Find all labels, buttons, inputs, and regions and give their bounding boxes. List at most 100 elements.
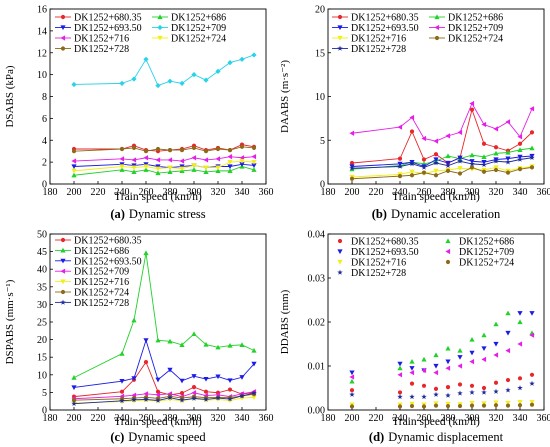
series-DK1252+693.50 bbox=[349, 311, 535, 376]
data-point bbox=[203, 341, 209, 347]
data-point bbox=[445, 365, 451, 371]
caption-label: (d) bbox=[369, 430, 384, 444]
data-point bbox=[179, 397, 185, 403]
data-point bbox=[191, 385, 197, 390]
data-point bbox=[469, 359, 475, 365]
legend-label: DK1252+693.50 bbox=[351, 23, 419, 34]
legend-label: DK1252+693.50 bbox=[74, 256, 142, 267]
data-point bbox=[505, 348, 511, 354]
x-tick-label: 180 bbox=[43, 413, 58, 424]
data-point bbox=[155, 82, 161, 89]
legend-marker bbox=[337, 35, 343, 41]
data-point bbox=[167, 394, 173, 400]
y-tick-label: 0.04 bbox=[308, 230, 326, 241]
legend-marker bbox=[60, 289, 66, 295]
data-point bbox=[529, 372, 535, 377]
data-point bbox=[167, 169, 173, 175]
y-axis-label: DDABS (mm) bbox=[279, 289, 291, 354]
data-point bbox=[239, 342, 245, 347]
data-point bbox=[167, 78, 173, 84]
data-point bbox=[397, 393, 403, 400]
data-point bbox=[71, 398, 77, 403]
data-point bbox=[191, 163, 197, 169]
series-DK1252+680.35 bbox=[71, 142, 257, 154]
data-point bbox=[433, 370, 439, 376]
legend-label: DK1252+709 bbox=[448, 23, 503, 34]
data-point bbox=[239, 375, 245, 380]
data-point bbox=[71, 164, 77, 170]
data-point bbox=[397, 163, 403, 169]
x-tick-label: 180 bbox=[321, 187, 336, 198]
data-point bbox=[469, 389, 475, 395]
panel-caption: (d) Dynamic displacement bbox=[369, 430, 504, 444]
data-point bbox=[203, 389, 209, 394]
y-axis-label: DSABS (kPa) bbox=[4, 65, 16, 127]
legend-entry: DK1252+693.50 bbox=[55, 256, 142, 267]
y-axis-label: DAABS (m·s⁻²) bbox=[279, 60, 291, 133]
x-tick-label: 340 bbox=[235, 187, 250, 198]
legend-label: DK1252+686 bbox=[74, 246, 129, 257]
data-point bbox=[505, 149, 511, 155]
legend-label: DK1252+716 bbox=[351, 34, 406, 45]
data-point bbox=[505, 378, 511, 383]
data-point bbox=[349, 391, 355, 397]
data-point bbox=[493, 167, 499, 173]
data-point bbox=[457, 382, 463, 387]
data-point bbox=[203, 169, 209, 175]
legend-entry: DK1252+680.35 bbox=[337, 237, 419, 248]
y-tick-label: 2 bbox=[42, 158, 47, 169]
data-point bbox=[191, 395, 197, 401]
y-tick-label: 20 bbox=[37, 335, 47, 346]
data-point bbox=[517, 376, 523, 381]
legend-marker bbox=[337, 269, 343, 275]
data-point bbox=[397, 156, 403, 161]
legend-label: DK1252+686 bbox=[171, 13, 226, 24]
data-point bbox=[409, 161, 415, 167]
caption-label: (a) bbox=[110, 207, 125, 221]
y-tick-label: 10 bbox=[315, 92, 325, 103]
data-point bbox=[457, 403, 463, 409]
y-tick-label: 30 bbox=[37, 300, 47, 311]
legend-entry: DK1252+709 bbox=[55, 267, 129, 278]
data-point bbox=[349, 370, 355, 376]
y-tick-label: 4 bbox=[42, 136, 47, 147]
data-point bbox=[167, 367, 173, 373]
data-point bbox=[227, 59, 233, 66]
series-DK1252+728 bbox=[349, 154, 535, 171]
legend-marker bbox=[60, 279, 66, 285]
data-point bbox=[445, 153, 451, 159]
y-tick-label: 0.00 bbox=[308, 406, 326, 417]
x-tick-label: 200 bbox=[67, 187, 82, 198]
data-point bbox=[215, 344, 221, 350]
data-point bbox=[493, 403, 499, 408]
data-point bbox=[251, 163, 257, 169]
x-tick-label: 220 bbox=[369, 413, 384, 424]
data-point bbox=[469, 383, 475, 388]
chart-panel-dynamic-stress: 180 200 220 240 260 280 300 320 340 360 0 2 4 6 8 10 12 1… bbox=[4, 5, 274, 222]
x-tick-label: 300 bbox=[465, 413, 480, 424]
legend-marker bbox=[60, 25, 66, 31]
data-point bbox=[155, 166, 161, 172]
legend-marker bbox=[157, 35, 163, 41]
legend-entry: DK1252+716 bbox=[55, 34, 129, 45]
legend-entry: DK1252+680.35 bbox=[332, 13, 419, 24]
caption-text: Dynamic displacement bbox=[388, 430, 503, 444]
data-point bbox=[493, 321, 499, 327]
data-point bbox=[433, 160, 439, 166]
caption-text: Dynamic acceleration bbox=[391, 207, 501, 221]
data-point bbox=[203, 77, 209, 83]
data-point bbox=[155, 392, 161, 398]
data-point bbox=[155, 377, 161, 383]
data-point bbox=[349, 404, 355, 409]
x-tick-label: 220 bbox=[369, 187, 384, 198]
legend-entry: DK1252+693.50 bbox=[337, 247, 419, 258]
data-point bbox=[143, 167, 149, 172]
data-point bbox=[227, 342, 233, 348]
legend-marker bbox=[157, 14, 163, 20]
data-point bbox=[397, 124, 403, 130]
data-point bbox=[469, 350, 475, 356]
legend-entry: DK1252+686 bbox=[152, 13, 226, 24]
y-tick-label: 15 bbox=[315, 48, 325, 59]
data-point bbox=[239, 144, 245, 149]
data-point bbox=[457, 363, 463, 369]
